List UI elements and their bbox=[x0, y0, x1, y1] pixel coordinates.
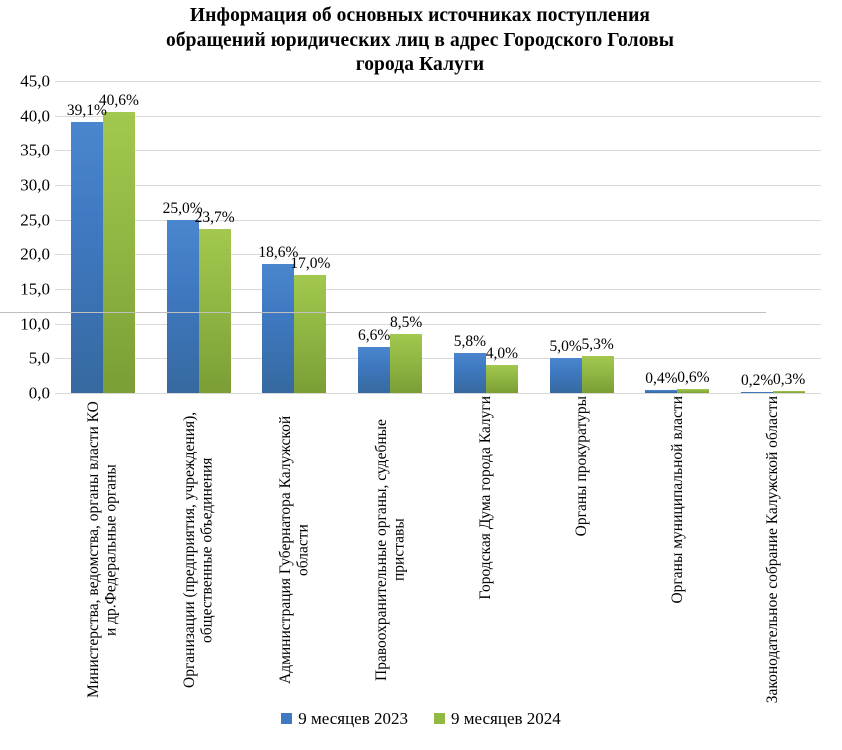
bar-data-label: 18,6% bbox=[258, 244, 299, 262]
x-axis-category-label-text: Администрация Губернатора Калужской обла… bbox=[276, 415, 312, 685]
legend-color-swatch bbox=[434, 713, 445, 724]
bar-data-label: 39,1% bbox=[66, 101, 107, 119]
legend-item[interactable]: 9 месяцев 2023 bbox=[281, 710, 408, 727]
x-axis-category-label: Организации (предприятия, учреждения), о… bbox=[151, 396, 247, 706]
x-axis-category-label: Органы муниципальной власти bbox=[630, 396, 726, 706]
y-axis-tick-label: 35,0 bbox=[20, 140, 50, 160]
bar[interactable] bbox=[294, 275, 327, 393]
legend-item-label: 9 месяцев 2024 bbox=[451, 709, 561, 728]
bar-data-label: 0,2% bbox=[740, 371, 774, 389]
plot-area: 39,1% 40,6% 25,0% 23,7% 18,6% 17,0% 6,6% 8,5% 5,… bbox=[55, 81, 821, 394]
y-axis-tick-label: 5,0 bbox=[28, 348, 50, 368]
x-axis-category-label-text: Правоохранительные органы, судебные прис… bbox=[372, 419, 408, 681]
bar[interactable] bbox=[70, 121, 103, 393]
x-axis-category-label-text: Органы муниципальной власти bbox=[668, 396, 686, 604]
bar[interactable] bbox=[262, 264, 295, 393]
legend-item[interactable]: 9 месяцев 2024 bbox=[434, 710, 561, 727]
bar-data-label: 8,5% bbox=[389, 314, 423, 332]
gridline bbox=[55, 254, 821, 256]
y-axis-tick-label: 10,0 bbox=[20, 314, 50, 334]
x-axis-category-label: Администрация Губернатора Калужской обла… bbox=[247, 396, 343, 706]
bar-data-label: 17,0% bbox=[290, 255, 331, 273]
bar-data-label: 6,6% bbox=[357, 327, 391, 345]
x-axis-category-label: Органы прокуратуры bbox=[534, 396, 630, 706]
bar-data-label: 25,0% bbox=[162, 199, 203, 217]
chart-legend: 9 месяцев 2023 9 месяцев 2024 bbox=[0, 710, 842, 727]
bar-data-label: 5,8% bbox=[453, 332, 487, 350]
bar-data-label: 40,6% bbox=[98, 91, 139, 109]
bar-data-label: 23,7% bbox=[194, 208, 235, 226]
x-axis-category-label-text: Организации (предприятия, учреждения), о… bbox=[181, 411, 216, 689]
bar-data-label: 4,0% bbox=[485, 345, 519, 363]
y-axis: 0,0 5,0 10,0 15,0 20,0 25,0 30,0 35,0 40,0 45,0 bbox=[0, 73, 50, 402]
x-axis-category-labels: Министерства, ведомства, органы власти К… bbox=[55, 396, 821, 708]
bar[interactable] bbox=[198, 228, 231, 393]
bar[interactable] bbox=[390, 334, 423, 393]
x-axis-category-label: Министерства, ведомства, органы власти К… bbox=[55, 396, 151, 706]
y-axis-tick-label: 45,0 bbox=[20, 71, 50, 91]
x-axis-category-label-text: Городская Дума города Калуги bbox=[477, 396, 495, 600]
chart-title: Информация об основных источниках поступ… bbox=[90, 4, 750, 78]
bar[interactable] bbox=[549, 358, 582, 393]
legend-item-label: 9 месяцев 2023 bbox=[298, 709, 408, 728]
x-axis-category-label-text: Законодательное собрание Калужской облас… bbox=[764, 396, 782, 704]
gridline bbox=[55, 185, 821, 186]
bar-data-label: 0,4% bbox=[645, 370, 678, 388]
bar[interactable] bbox=[358, 347, 391, 393]
bar-data-label: 5,3% bbox=[581, 336, 614, 354]
chart-title-line-3: города Калуги bbox=[355, 54, 485, 75]
gridline bbox=[55, 323, 821, 325]
y-axis-tick-label: 0,0 bbox=[28, 383, 50, 403]
bar[interactable] bbox=[677, 388, 710, 393]
bar[interactable] bbox=[485, 365, 518, 393]
bar[interactable] bbox=[453, 352, 486, 393]
chart-title-line-2: обращений юридических лиц в адрес Городс… bbox=[165, 29, 675, 51]
bar[interactable] bbox=[102, 111, 135, 393]
x-axis-line bbox=[0, 312, 766, 313]
bar[interactable] bbox=[581, 356, 614, 393]
y-axis-tick-label: 30,0 bbox=[20, 175, 50, 195]
bar[interactable] bbox=[741, 391, 774, 393]
gridline bbox=[55, 289, 821, 290]
x-axis-category-label: Городская Дума города Калуги bbox=[438, 396, 534, 706]
gridline bbox=[55, 219, 821, 221]
bar[interactable] bbox=[645, 390, 678, 393]
legend-color-swatch bbox=[281, 713, 293, 724]
gridline bbox=[55, 115, 821, 117]
bar[interactable] bbox=[773, 390, 806, 393]
bar-data-label: 0,3% bbox=[772, 370, 806, 388]
gridline bbox=[55, 150, 821, 152]
chart-title-line-1: Информация об основных источниках поступ… bbox=[189, 5, 651, 26]
gridline bbox=[55, 393, 821, 394]
bar-data-label: 0,6% bbox=[677, 368, 710, 386]
y-axis-tick-label: 25,0 bbox=[20, 210, 50, 230]
x-axis-category-label-text: Органы прокуратуры bbox=[572, 396, 590, 537]
y-axis-tick-label: 15,0 bbox=[20, 279, 50, 299]
x-axis-category-label: Правоохранительные органы, судебные прис… bbox=[342, 396, 438, 706]
y-axis-tick-label: 20,0 bbox=[20, 244, 50, 264]
y-axis-tick-label: 40,0 bbox=[20, 106, 50, 126]
x-axis-category-label: Законодательное собрание Калужской облас… bbox=[725, 396, 821, 706]
gridline bbox=[55, 358, 821, 360]
bar[interactable] bbox=[166, 219, 199, 393]
x-axis-category-label-text: Министерства, ведомства, органы власти К… bbox=[85, 401, 120, 699]
gridline bbox=[55, 81, 821, 82]
bar-data-label: 5,0% bbox=[549, 338, 582, 356]
